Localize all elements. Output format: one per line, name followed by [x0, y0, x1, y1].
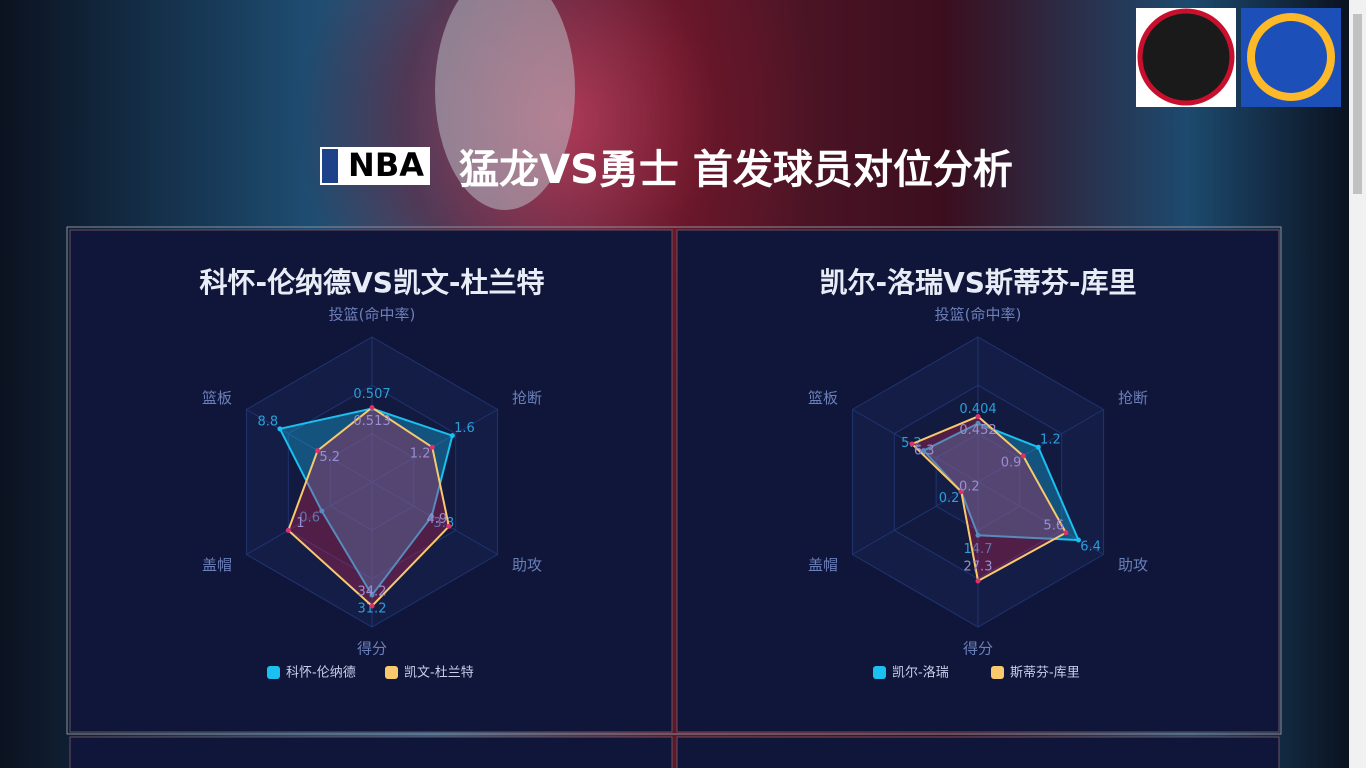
chart-title: 凯尔-洛瑞VS斯蒂芬-库里 [819, 266, 1136, 299]
indicator-label: 投篮(命中率) [935, 306, 1022, 324]
panel [69, 736, 673, 768]
value-label: 8.8 [257, 414, 278, 429]
value-label: 0.513 [353, 414, 390, 429]
radar-point [975, 413, 981, 419]
panel [676, 736, 1280, 768]
value-label: 0.6 [299, 511, 320, 526]
legend-label: 斯蒂芬-库里 [1010, 665, 1080, 681]
radar-point [277, 426, 283, 432]
value-label: 1.2 [410, 447, 431, 462]
value-label: 0.404 [959, 402, 996, 417]
value-label: 6.4 [1080, 540, 1101, 555]
indicator-label: 得分 [357, 640, 387, 658]
raptors-logo [1137, 8, 1235, 106]
value-label: 27.3 [964, 559, 993, 574]
radar-point [429, 513, 435, 519]
value-label: 1.6 [454, 421, 475, 436]
radar-point [975, 420, 981, 426]
value-label: 5.2 [319, 450, 340, 465]
indicator-label: 助攻 [512, 556, 542, 574]
radar-point [1035, 444, 1041, 450]
radar-point [369, 405, 375, 411]
legend-label: 科怀-伦纳德 [286, 666, 356, 681]
nba-badge-blue [322, 149, 338, 183]
legend-swatch [873, 666, 886, 679]
value-label: 31.2 [358, 602, 387, 617]
indicator-label: 盖帽 [202, 556, 232, 574]
radar-axis [977, 481, 1104, 555]
scroll-thumb[interactable] [1353, 14, 1362, 194]
radar-point [285, 527, 291, 533]
panel-frame [66, 226, 1282, 735]
warriors-logo-inner [1255, 21, 1327, 93]
value-label: 34.2 [358, 584, 387, 599]
radar-point [1075, 537, 1081, 543]
radar-axis [371, 481, 498, 555]
indicator-label: 得分 [963, 640, 993, 658]
nba-badge [320, 147, 430, 185]
legend-swatch [267, 666, 280, 679]
radar-axis [246, 409, 373, 483]
value-label: 0.2 [959, 480, 980, 495]
value-label: 1.2 [1040, 433, 1061, 448]
indicator-label: 投篮(命中率) [329, 306, 416, 324]
radar-point [975, 578, 981, 584]
scrollbar[interactable] [1349, 0, 1366, 768]
legend-swatch [385, 666, 398, 679]
value-label: 6.3 [914, 443, 935, 458]
indicator-label: 助攻 [1118, 556, 1148, 574]
indicator-label: 抢断 [512, 389, 542, 407]
radar-point [921, 448, 927, 454]
radar-point [958, 489, 964, 495]
radar-point [446, 523, 452, 529]
radar-point [369, 592, 375, 598]
radar-point [369, 603, 375, 609]
radar-point [429, 444, 435, 450]
radar-point [315, 448, 321, 454]
legend-swatch [991, 666, 1004, 679]
radar-point [449, 433, 455, 439]
radar-point [975, 532, 981, 538]
radar-point [1063, 530, 1069, 536]
value-label: 0.507 [353, 387, 390, 402]
page-title: 猛龙VS勇士 首发球员对位分析 [459, 147, 1013, 193]
indicator-label: 盖帽 [808, 556, 838, 574]
radar-point [909, 441, 915, 447]
value-label: 5.6 [1043, 518, 1064, 533]
brand: NBA [348, 146, 424, 184]
legend-label: 凯尔-洛瑞 [892, 666, 949, 681]
value-label: 4.9 [426, 512, 447, 527]
radar-axis [246, 481, 373, 555]
indicator-label: 篮板 [808, 389, 838, 407]
indicator-label: 篮板 [202, 389, 232, 407]
value-label: 0.452 [959, 423, 996, 438]
value-label: 0.2 [939, 491, 960, 506]
value-label: 1 [296, 516, 304, 531]
radar-point [1020, 453, 1026, 459]
value-label: 0.9 [1001, 455, 1022, 470]
radar-axis [852, 481, 979, 555]
player-silhouette [435, 0, 575, 210]
legend-label: 凯文-杜兰特 [404, 666, 474, 681]
radar-point [319, 508, 325, 514]
indicator-label: 抢断 [1118, 389, 1148, 407]
chart-title: 科怀-伦纳德VS凯文-杜兰特 [199, 266, 544, 299]
radar-axis [371, 409, 498, 483]
radar-axis [977, 409, 1104, 483]
